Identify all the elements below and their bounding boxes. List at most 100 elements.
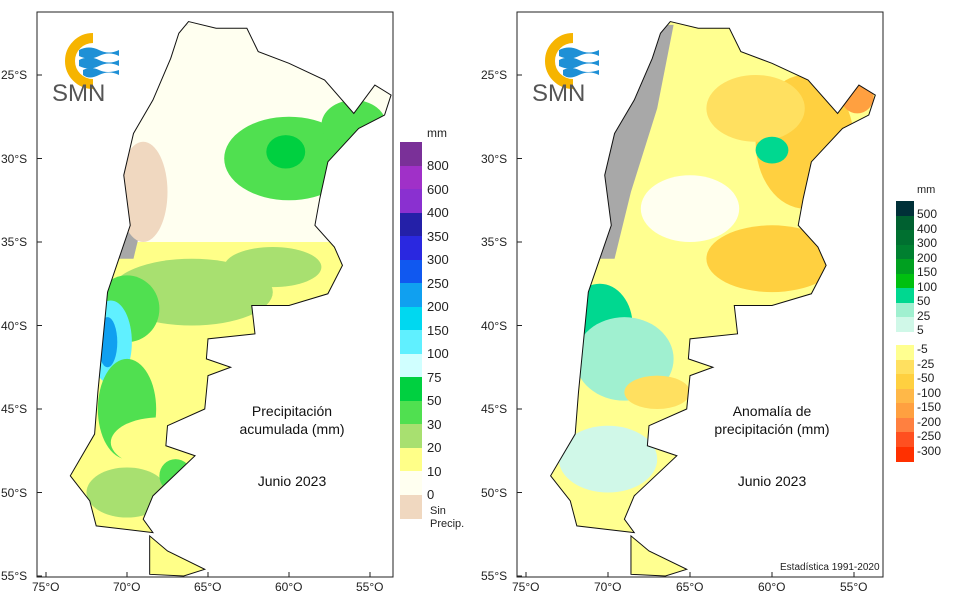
smn-logo	[53, 28, 133, 108]
legend-label: 600	[427, 181, 449, 197]
legend-label: -25	[917, 356, 935, 371]
legend-label: 200	[917, 250, 938, 265]
legend-label: -50	[917, 371, 935, 385]
legend-swatch	[400, 283, 422, 307]
legend-swatch	[896, 215, 914, 231]
legend-swatch	[896, 388, 914, 404]
legend-swatch	[896, 244, 914, 260]
legend-label: 0	[427, 487, 435, 502]
legend-label: 20	[427, 440, 442, 455]
tierra-del-fuego	[630, 534, 689, 577]
lon-label: 65°O	[194, 580, 222, 594]
legend-swatch	[896, 230, 914, 245]
legend-swatch	[400, 471, 422, 495]
lon-label: 55°O	[356, 580, 384, 594]
legend-label: -5	[917, 342, 928, 356]
legend-label: -100	[917, 385, 942, 400]
lon-label: 70°O	[594, 580, 622, 594]
precip-region	[706, 225, 838, 293]
legend-swatch	[400, 165, 422, 190]
precip-region	[640, 175, 740, 243]
lat-label: 55°S	[1, 569, 28, 583]
legend-label: 100	[917, 279, 938, 294]
lat-label: 25°S	[481, 68, 508, 82]
legend-swatch	[400, 189, 422, 213]
lat-label: 35°S	[481, 235, 508, 249]
lat-label: 40°S	[481, 318, 508, 333]
precip-region	[558, 425, 658, 493]
legend-label: -300	[917, 443, 942, 458]
legend-swatch	[896, 201, 914, 216]
legend-label: 50	[917, 294, 931, 308]
smn-logo	[533, 28, 613, 108]
legend-swatch	[896, 432, 914, 447]
precip-region	[86, 467, 168, 518]
statistics-note: Estadística 1991-2020	[780, 562, 880, 573]
map-date: Junio 2023	[737, 473, 807, 489]
legend-label: 100	[427, 346, 449, 361]
legend-swatch	[400, 306, 422, 331]
legend-swatch	[896, 417, 914, 433]
lat-label: 35°S	[1, 235, 28, 249]
lon-label: 70°O	[113, 580, 141, 594]
legend-label: 30	[427, 416, 442, 432]
legend-label: 150	[917, 265, 938, 279]
no-precip-label: Sin	[430, 505, 446, 517]
legend-unit: mm	[427, 126, 447, 140]
legend-swatch	[400, 447, 422, 472]
legend-label: 150	[427, 322, 449, 338]
legend-label: 800	[427, 158, 449, 173]
legend-swatch	[896, 403, 914, 418]
smn-logo-text: SMN	[532, 80, 586, 107]
lat-label: 45°S	[481, 402, 508, 416]
legend-label: 50	[427, 393, 442, 408]
legend-swatch	[400, 330, 422, 354]
legend-swatch	[400, 259, 422, 284]
legend-swatch	[896, 302, 914, 318]
legend-label: 10	[427, 463, 442, 479]
legend-label: 25	[917, 308, 931, 323]
lon-label: 60°O	[758, 580, 786, 594]
legend-label: -150	[917, 400, 942, 414]
legend-swatch	[400, 212, 422, 237]
map-date: Junio 2023	[257, 473, 327, 489]
lat-label: 50°S	[481, 485, 508, 500]
lon-label: 60°O	[275, 580, 303, 594]
precip-region	[755, 136, 789, 164]
no-precip-label: Precip.	[430, 518, 465, 530]
legend-swatch	[896, 374, 914, 389]
map-title-line2: precipitación (mm)	[714, 421, 830, 437]
legend-label: 250	[427, 275, 449, 291]
legend-swatch	[400, 377, 422, 401]
legend-swatch	[400, 494, 422, 519]
precip-region	[266, 135, 306, 169]
tierra-del-fuego	[149, 534, 207, 577]
legend-label: 300	[427, 252, 449, 267]
legend-swatch	[896, 288, 914, 303]
legend-label: 200	[427, 299, 449, 314]
lat-label: 45°S	[1, 402, 28, 416]
country-border	[69, 21, 392, 534]
legend-swatch	[896, 273, 914, 289]
legend-swatch	[400, 142, 422, 166]
lon-label: 65°O	[676, 580, 704, 594]
lat-label: 30°S	[481, 151, 508, 166]
lat-label: 40°S	[1, 318, 28, 333]
lon-label: 75°O	[32, 580, 60, 594]
legend-swatch	[896, 259, 914, 274]
legend-swatch	[896, 446, 914, 462]
legend-swatch	[896, 359, 914, 375]
lon-label: 75°O	[512, 580, 540, 594]
legend-label: -200	[917, 414, 942, 429]
legend-label: 400	[917, 221, 938, 236]
lat-label: 30°S	[1, 151, 28, 166]
lat-label: 55°S	[481, 569, 508, 583]
legend-swatch	[400, 353, 422, 378]
lat-label: 25°S	[1, 68, 28, 82]
precip-region	[224, 247, 322, 288]
legend-label: 500	[917, 207, 938, 221]
legend-label: 75	[427, 369, 442, 385]
legend-swatch	[400, 424, 422, 448]
legend-label: 350	[427, 228, 449, 244]
